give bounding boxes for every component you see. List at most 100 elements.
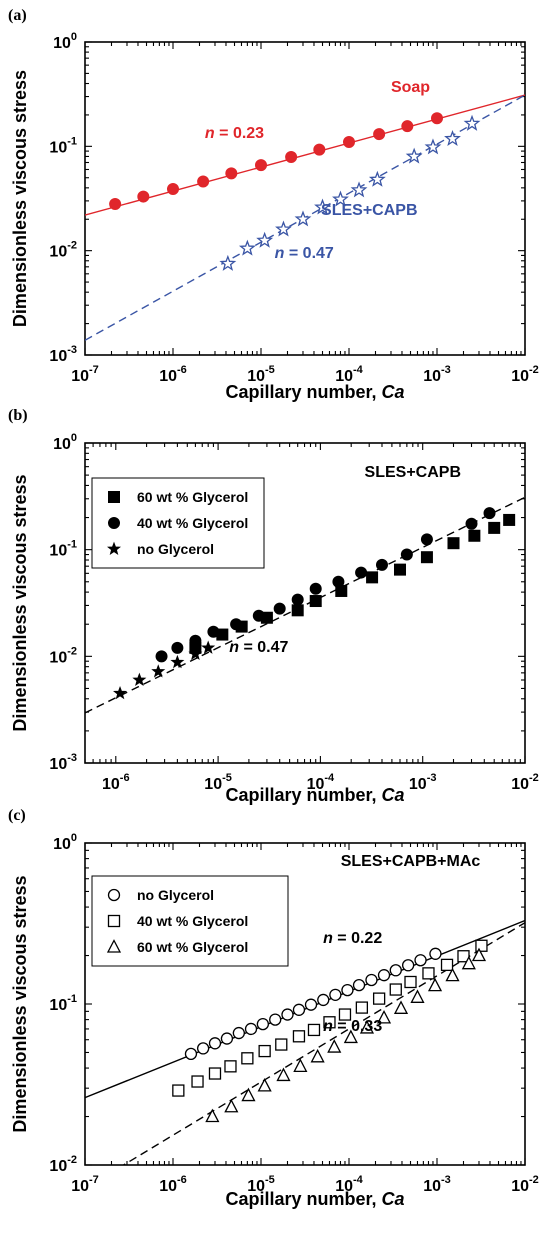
x-tick-label: 10-6: [159, 1174, 187, 1195]
y-tick-label: 100: [53, 832, 77, 853]
data-point: [293, 1058, 308, 1072]
data-point: [256, 1017, 270, 1031]
data-point: [292, 1003, 306, 1016]
data-point: [225, 167, 238, 180]
chart-panel-3: (c)10-7 10-6 10-5 10-4 10-3 10-210-210-1100Ca…: [8, 807, 539, 1209]
data-point: [329, 988, 342, 1001]
data-point: [238, 239, 256, 256]
data-point: [207, 625, 220, 638]
data-point: [503, 513, 516, 526]
data-point: [394, 563, 407, 576]
annotation: Soap: [391, 79, 430, 96]
series-1: [184, 947, 442, 1061]
data-point: [255, 159, 267, 172]
fit-line-1: [85, 94, 525, 216]
x-tick-label: 10-3: [423, 364, 451, 385]
data-point: [201, 640, 216, 654]
y-tick-label: 10-1: [49, 135, 77, 156]
legend-label: 60 wt % Glycerol: [137, 939, 248, 955]
y-tick-label: 10-3: [49, 752, 77, 773]
data-point: [461, 955, 476, 970]
data-point: [414, 954, 427, 967]
data-point: [197, 175, 210, 188]
annotation: n = 0.22: [323, 930, 382, 947]
y-tick-label: 10-1: [49, 993, 77, 1014]
data-point: [444, 129, 461, 147]
data-point: [343, 136, 355, 149]
data-point: [368, 170, 386, 187]
legend: no Glycerol 40 wt % Glycerol 60 wt % Glyce…: [91, 875, 289, 967]
data-point: [405, 147, 423, 164]
data-point: [317, 993, 330, 1007]
x-tick-label: 10-2: [511, 364, 539, 385]
data-point: [220, 1032, 234, 1045]
data-point: [309, 582, 322, 595]
data-point: [445, 967, 460, 982]
data-point: [401, 120, 414, 133]
data-point: [275, 220, 292, 237]
y-tick-label: 100: [53, 432, 77, 453]
data-point: [440, 958, 454, 972]
y-axis-title: Dimensionless viscous stress: [10, 70, 30, 327]
data-point: [404, 975, 417, 989]
legend-label: no Glycerol: [137, 541, 214, 557]
data-point: [471, 947, 487, 962]
y-axis-title: Dimensionless viscous stress: [10, 474, 30, 731]
panel-label: (a): [8, 7, 27, 24]
data-point: [447, 537, 460, 550]
data-point: [389, 964, 402, 977]
x-tick-label: 10-3: [423, 1174, 451, 1195]
y-tick-label: 10-2: [49, 645, 77, 666]
legend-marker: [106, 939, 122, 953]
data-point: [355, 1001, 369, 1014]
series-3: [205, 947, 487, 1123]
data-point: [137, 190, 150, 203]
x-tick-label: 10-6: [159, 364, 187, 385]
x-tick-label: 10-6: [102, 772, 130, 793]
data-point: [377, 969, 391, 982]
chart-panel-1: (a)10-7 10-6 10-5 10-4 10-3 10-210-310-210-11…: [8, 7, 539, 402]
data-point: [313, 143, 326, 156]
data-point: [171, 641, 184, 654]
data-point: [281, 1008, 294, 1021]
data-point: [256, 231, 274, 248]
data-point: [431, 112, 443, 125]
legend-label: 40 wt % Glycerol: [137, 913, 248, 929]
y-tick-label: 10-2: [49, 1154, 77, 1175]
data-point: [350, 181, 368, 198]
data-point: [401, 959, 415, 972]
data-point: [291, 593, 304, 606]
data-point: [275, 1038, 288, 1051]
data-point: [366, 571, 379, 584]
data-point: [294, 210, 312, 227]
data-point: [109, 198, 122, 211]
y-axis-title: Dimensionless viscous stress: [10, 875, 30, 1132]
data-point: [468, 529, 481, 542]
data-point: [291, 604, 304, 617]
data-point: [232, 1026, 245, 1040]
data-point: [309, 595, 322, 608]
data-point: [400, 548, 413, 561]
data-point: [422, 967, 435, 980]
y-tick-label: 10-2: [49, 240, 77, 261]
x-axis-title: Capillary number, Ca: [225, 785, 404, 805]
x-tick-label: 10-7: [71, 364, 99, 385]
data-point: [230, 618, 243, 631]
legend-label: 60 wt % Glycerol: [137, 489, 248, 505]
data-point: [427, 977, 443, 992]
data-point: [355, 566, 368, 579]
annotation: SLES+CAPB+MAc: [341, 853, 481, 870]
data-point: [420, 551, 433, 564]
x-tick-label: 10-2: [511, 772, 539, 793]
data-point: [276, 1067, 291, 1082]
fit-line-2: [122, 922, 525, 1165]
data-point: [205, 1108, 220, 1123]
data-point: [410, 989, 425, 1003]
data-point: [393, 1000, 409, 1014]
y-tick-label: 100: [53, 31, 77, 52]
data-point: [376, 1009, 392, 1024]
data-point: [332, 575, 345, 588]
x-tick-label: 10-7: [71, 1174, 99, 1195]
data-point: [304, 998, 318, 1011]
